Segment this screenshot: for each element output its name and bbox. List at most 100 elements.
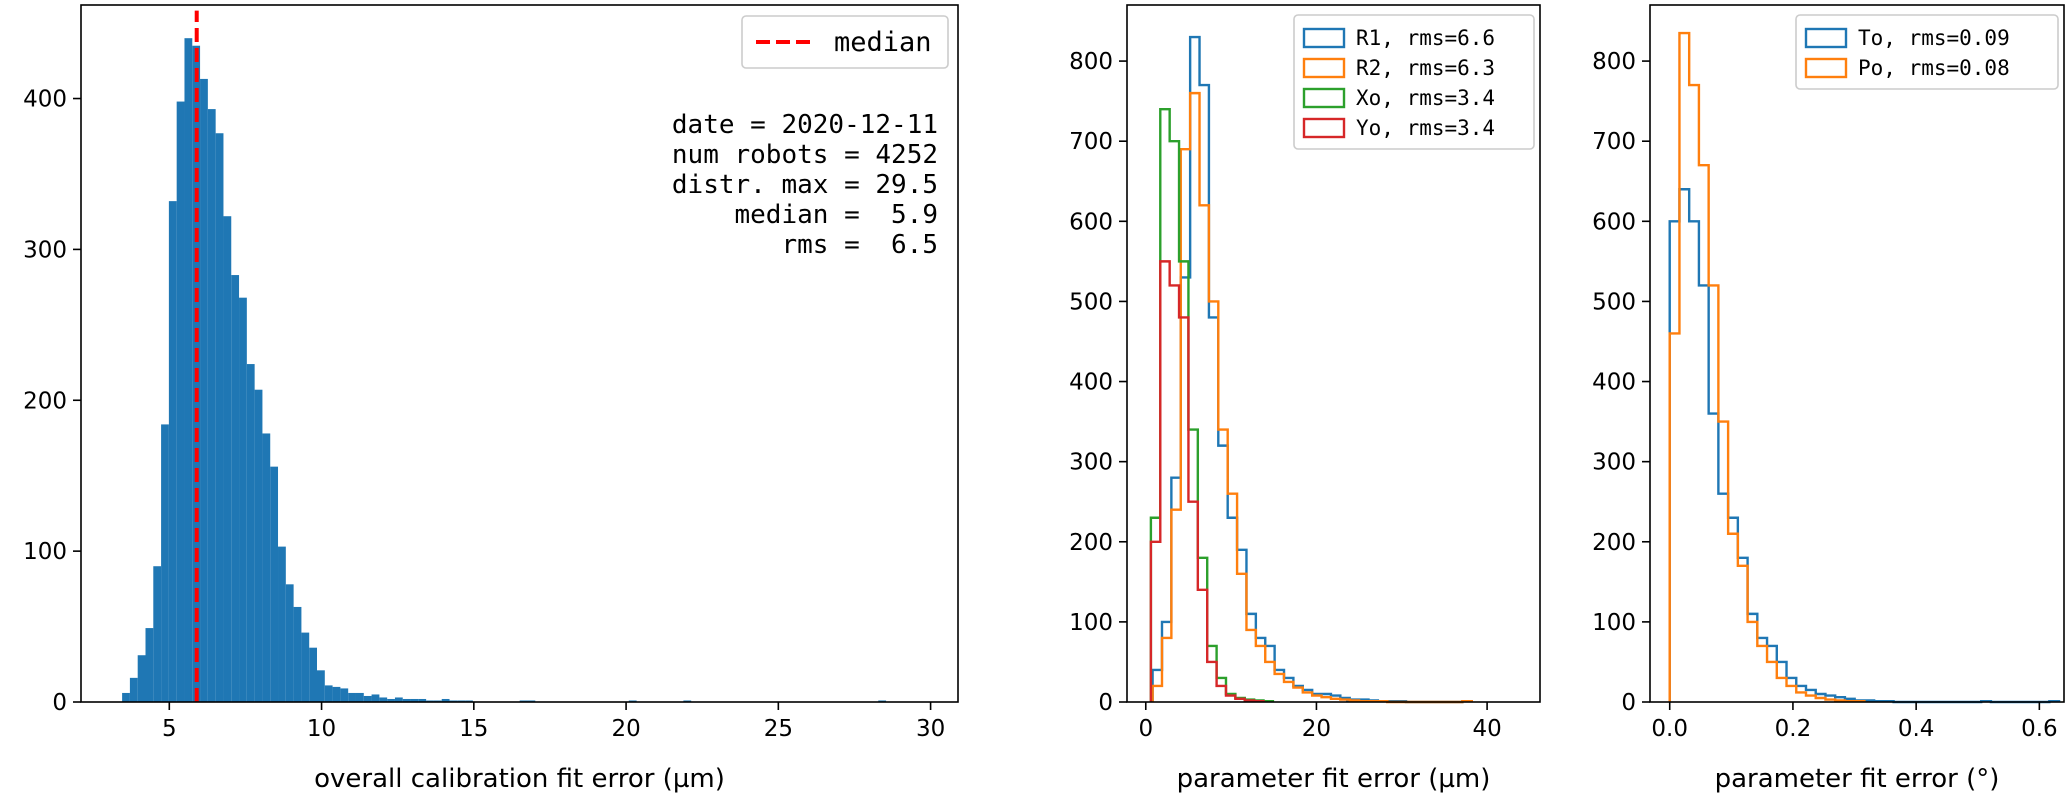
y-tick-label: 500 [1069, 289, 1113, 315]
stats-annotation-line: median = 5.9 [735, 200, 939, 230]
x-tick-label: 0.6 [2021, 716, 2058, 742]
stats-annotation-line: distr. max = 29.5 [672, 170, 938, 200]
stats-annotation-line: rms = 6.5 [781, 230, 938, 260]
legend-swatch [1302, 87, 1346, 109]
x-tick-label: 0.4 [1898, 716, 1935, 742]
histogram-bar [153, 566, 162, 702]
legend-label: R2, rms=6.3 [1356, 56, 1495, 80]
histogram-bar [332, 686, 341, 702]
legend-label: Yo, rms=3.4 [1356, 116, 1495, 140]
legend-swatch [1804, 27, 1848, 49]
y-tick-label: 400 [1069, 370, 1113, 396]
y-tick-label: 800 [1592, 49, 1636, 75]
y-tick-label: 100 [1592, 610, 1636, 636]
histogram-bar [402, 698, 411, 702]
y-tick-label: 700 [1592, 129, 1636, 155]
histogram-bar [207, 109, 216, 703]
y-tick-label: 0 [1621, 690, 1636, 716]
histogram-bar [324, 685, 333, 702]
histogram-bar [270, 466, 279, 702]
histogram-bar [285, 584, 294, 702]
histogram-bar [309, 647, 317, 702]
histogram-bar [223, 216, 232, 702]
legend-box [1795, 14, 2059, 90]
histogram-bar [215, 133, 224, 703]
histogram-bar [387, 698, 395, 702]
y-tick-label: 600 [1592, 209, 1636, 235]
y-tick-label: 800 [1069, 49, 1113, 75]
x-tick-label: 0.0 [1651, 716, 1688, 742]
histogram-bar [317, 670, 325, 702]
histogram-bar [301, 632, 310, 702]
y-tick-label: 600 [1069, 209, 1113, 235]
axes-frame [1649, 4, 2065, 703]
y-tick-label: 0 [1098, 690, 1113, 716]
y-tick-label: 400 [23, 87, 67, 113]
histogram-bar [293, 606, 302, 702]
angle-parameter-error-histogram-panel: 0.0 0.2 0.4 0.6 0 100 200 300 400 500 600 700 800 par… [1592, 4, 2065, 794]
histogram-bar [371, 694, 380, 702]
histogram-bar [176, 101, 185, 703]
legend-label: R1, rms=6.6 [1356, 26, 1495, 50]
histogram-bar [137, 655, 146, 702]
y-tick-label: 400 [1592, 370, 1636, 396]
histogram-step-line [1151, 91, 1473, 704]
legend-label: Po, rms=0.08 [1858, 56, 2010, 80]
y-tick-label: 200 [1592, 530, 1636, 556]
histogram-bar [122, 692, 130, 702]
histogram-bar [246, 364, 255, 702]
x-tick-label: 20 [611, 716, 640, 742]
stats-annotation-line: date = 2020-12-11 [672, 110, 938, 140]
x-tick-label: 5 [162, 716, 177, 742]
legend-box [1293, 14, 1535, 150]
length-parameter-error-histogram-panel: 0 20 400100200300400500600700800parameter … [1069, 4, 1541, 794]
x-tick-label: 10 [307, 716, 336, 742]
x-tick-label: 25 [764, 716, 793, 742]
histogram-bar [184, 38, 193, 702]
histogram-bar [278, 546, 286, 702]
histogram-bar [129, 677, 138, 702]
y-tick-label: 0 [52, 690, 67, 716]
x-tick-label: 15 [459, 716, 488, 742]
histogram-bar [340, 688, 349, 702]
histogram-bar [254, 389, 263, 702]
histogram-bar [231, 275, 240, 702]
histogram-bar [355, 692, 364, 702]
legend-swatch [1302, 27, 1346, 49]
histogram-bar [379, 697, 388, 702]
histogram-bar [262, 433, 271, 702]
legend-label: Xo, rms=3.4 [1356, 86, 1495, 110]
x-tick-label: 20 [1302, 716, 1331, 742]
y-tick-label: 100 [1069, 610, 1113, 636]
y-tick-label: 300 [23, 237, 67, 263]
y-tick-label: 100 [23, 539, 67, 565]
y-tick-label: 300 [1592, 450, 1636, 476]
histogram-bar [418, 698, 427, 702]
y-tick-label: 300 [1069, 450, 1113, 476]
x-tick-label: 30 [916, 716, 945, 742]
legend-box [741, 15, 949, 69]
axes-frame [1126, 4, 1541, 703]
y-tick-label: 200 [23, 388, 67, 414]
x-tick-label: 0.2 [1775, 716, 1812, 742]
histogram-bar [161, 424, 169, 702]
histogram-bar [239, 297, 247, 702]
histogram-bar [145, 628, 154, 702]
histogram-bar [348, 692, 356, 702]
x-axis-label: overall calibration fit error (µm) [314, 764, 725, 794]
y-tick-label: 500 [1592, 289, 1636, 315]
x-tick-label: 40 [1472, 716, 1501, 742]
legend-swatch [1302, 117, 1346, 139]
legend-swatch [1302, 57, 1346, 79]
stats-annotation-line: num robots = 4252 [672, 140, 938, 170]
histogram-bar [200, 78, 208, 703]
legend-label: To, rms=0.09 [1858, 26, 2010, 50]
histogram-bar [168, 201, 177, 702]
axes-frame [80, 4, 959, 703]
histogram-step-line [1668, 31, 1866, 703]
legend-label: median [834, 27, 932, 58]
y-tick-label: 200 [1069, 530, 1113, 556]
legend-swatch [1804, 57, 1848, 79]
